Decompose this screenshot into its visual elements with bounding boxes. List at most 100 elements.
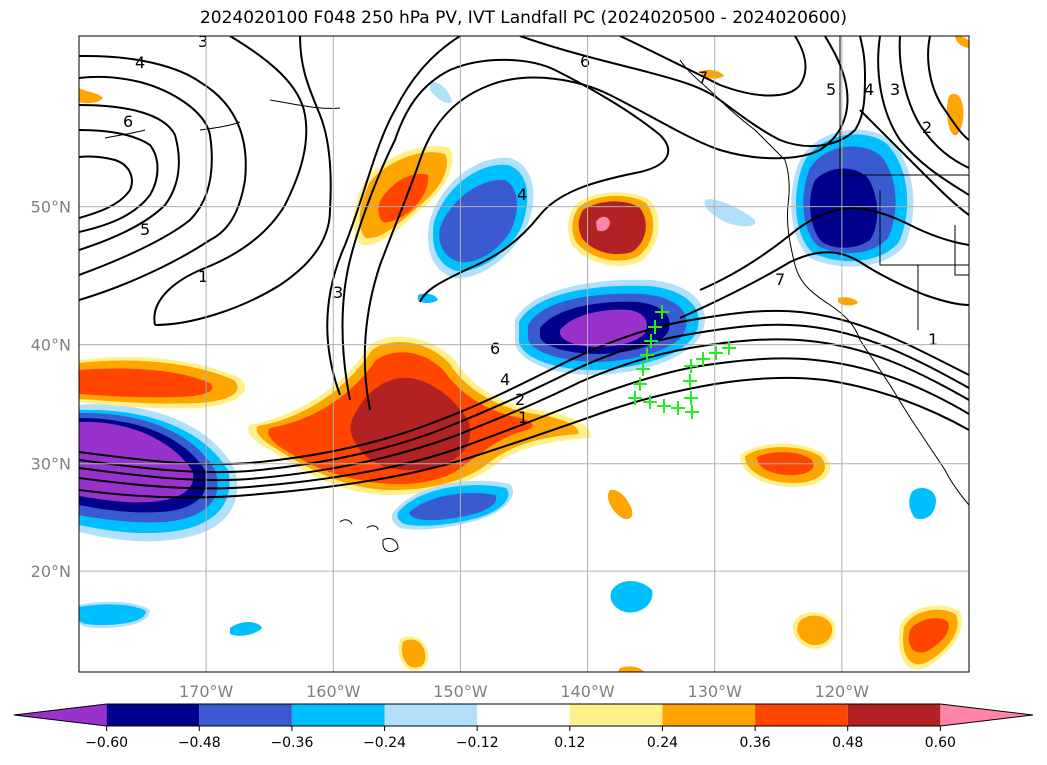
colorbar-tick-label: 0.36 (740, 735, 771, 751)
neg-blob-ne (791, 129, 914, 267)
pos-blob-se (898, 605, 962, 670)
marker (633, 377, 647, 391)
marker (684, 391, 698, 405)
marker (684, 359, 698, 373)
marker (696, 352, 710, 366)
marker (657, 399, 671, 413)
landfall-markers (628, 305, 736, 419)
contour-label: 1 (518, 408, 528, 427)
lat-label: 30°N (31, 455, 71, 474)
contour-label: 4 (517, 185, 527, 204)
lat-label: 50°N (31, 198, 71, 217)
border (879, 190, 969, 266)
colorbar-swatch (940, 704, 1033, 726)
contour-label: 7 (698, 68, 708, 87)
contour-line (79, 357, 969, 490)
colorbar-swatch (477, 704, 570, 726)
colorbar-swatch (291, 704, 385, 726)
contour-label: 4 (135, 53, 145, 72)
colorbar-swatch (14, 704, 107, 726)
contour-line (326, 36, 461, 396)
colorbar-swatch (662, 704, 756, 726)
contour-label: 5 (140, 220, 150, 239)
contour-line (877, 36, 969, 196)
border (839, 36, 969, 176)
lon-label: 120°W (815, 682, 870, 701)
neg-blob-west (79, 404, 238, 542)
contour-line (79, 54, 247, 301)
contour-label: 4 (500, 370, 510, 389)
contour-label: 5 (826, 80, 836, 99)
colorbar-tick-label: 0.12 (554, 735, 585, 751)
marker (709, 346, 723, 360)
contour-line (154, 36, 332, 326)
lon-label: 170°W (179, 682, 234, 701)
marker (722, 341, 736, 355)
contour-line (79, 75, 213, 276)
colorbar-swatch (847, 704, 941, 726)
neg-blob-small-2 (909, 488, 936, 520)
marker (671, 401, 685, 415)
contour-line (79, 309, 969, 466)
marker (648, 320, 662, 334)
lon-label: 160°W (306, 682, 361, 701)
contour-label: 2 (922, 118, 932, 137)
contour-line (79, 338, 969, 482)
contour-line (79, 376, 969, 499)
contour-line (619, 36, 807, 97)
marker (636, 362, 650, 376)
contour-label: 7 (775, 270, 785, 289)
marker (685, 405, 699, 419)
colorbar-tick-label: 0.24 (647, 735, 678, 751)
colorbar-tick-label: 0.60 (925, 735, 956, 751)
pos-band-west (79, 356, 246, 409)
marker (644, 334, 658, 348)
contour-line (79, 104, 180, 251)
contour-line (79, 155, 133, 219)
contour-labels: 3 4 6 5 1 3 6 4 7 5 4 3 2 7 6 4 2 1 1 (123, 32, 938, 427)
colorbar-swatch (199, 704, 292, 726)
colorbar-swatch (384, 704, 478, 726)
contour-line (153, 36, 308, 326)
neg-blob-small-1 (610, 581, 653, 613)
lon-label: 150°W (433, 682, 488, 701)
contour-label: 6 (123, 112, 133, 131)
colorbar-tick-label: −0.12 (456, 735, 499, 751)
contour-label: 4 (864, 80, 874, 99)
pv-shading (79, 36, 969, 672)
contour-line (699, 206, 969, 291)
map-title: 2024020100 F048 250 hPa PV, IVT Landfall… (199, 8, 847, 28)
gridlines (79, 36, 969, 672)
pos-blob-red (568, 192, 659, 266)
contour-line (79, 323, 969, 474)
contour-line (519, 36, 867, 147)
marker (655, 305, 669, 319)
contour-label: 1 (198, 267, 208, 286)
pos-blob-small-3 (607, 489, 633, 520)
marker (643, 395, 657, 409)
contour-line (927, 36, 969, 141)
colorbar: −0.60 −0.48 −0.36 −0.24 −0.12 0.12 0.24 0.36 0.4… (13, 703, 1034, 751)
marker (628, 391, 642, 405)
contour-line (341, 58, 670, 401)
marker (683, 374, 697, 388)
colorbar-swatch (106, 704, 200, 726)
contour-label: 3 (333, 283, 343, 302)
border (954, 225, 969, 276)
lat-label: 20°N (31, 562, 71, 581)
colorbar-tick-label: −0.24 (363, 735, 406, 751)
colorbar-swatch (569, 704, 663, 726)
contour-label: 3 (198, 32, 208, 51)
contour-line (898, 36, 969, 169)
colorbar-tick-label: −0.48 (178, 735, 221, 751)
contour-label: 2 (515, 390, 525, 409)
pv-contours (79, 36, 969, 499)
coastline-na (679, 59, 969, 506)
colorbar-tick-label: −0.60 (85, 735, 128, 751)
marker (640, 348, 654, 362)
contour-label: 3 (890, 80, 900, 99)
lat-labels: 50°N 40°N 30°N 20°N (31, 198, 71, 582)
colorbar-tick-label: 0.48 (832, 735, 863, 751)
lon-label: 130°W (688, 682, 743, 701)
